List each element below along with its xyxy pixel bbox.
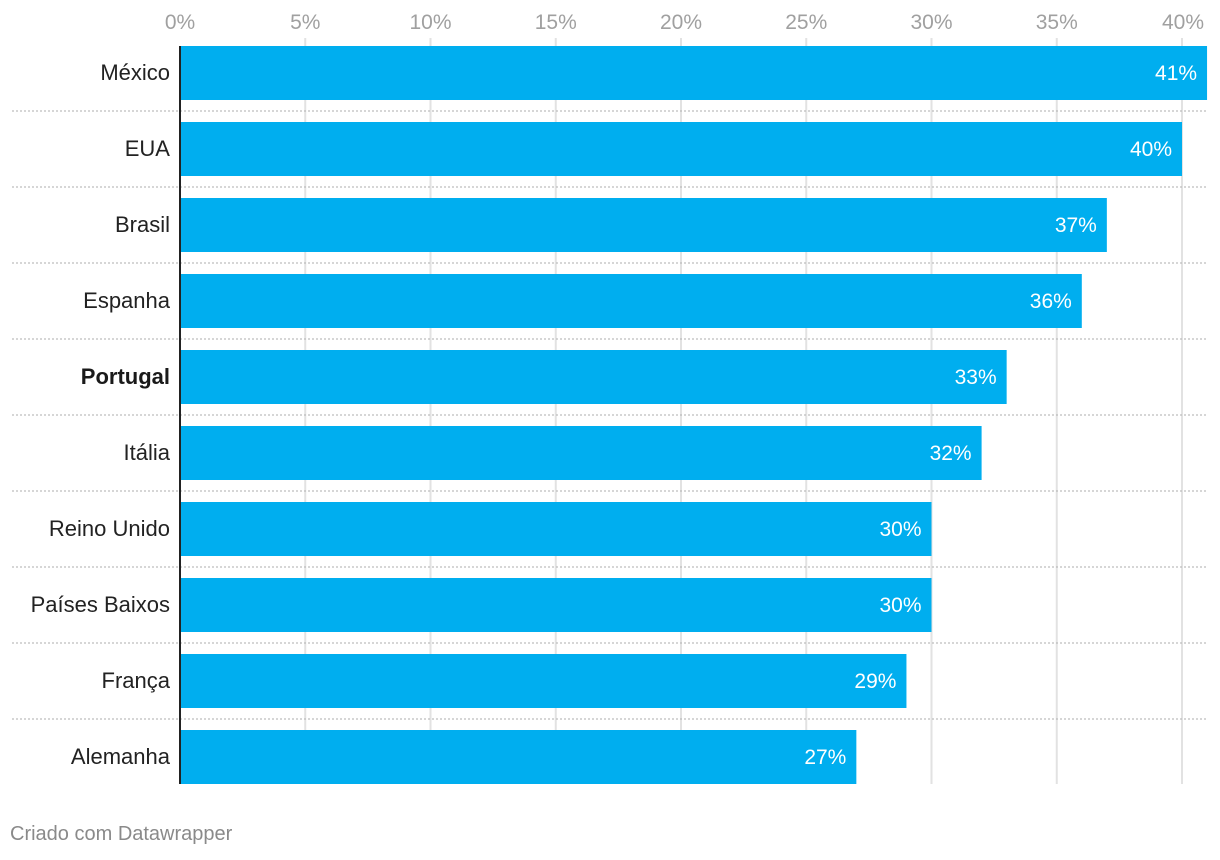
bar	[180, 426, 982, 480]
value-label: 41%	[1155, 62, 1197, 85]
bar	[180, 730, 857, 784]
value-label: 37%	[1055, 214, 1097, 237]
x-tick-label: 30%	[910, 11, 952, 34]
x-tick-label: 35%	[1036, 11, 1078, 34]
bar	[180, 654, 907, 708]
bar	[180, 198, 1107, 252]
x-axis-ticks: 0% 5% 10% 15% 20% 25% 30% 35% 40%	[165, 11, 1204, 34]
category-label: EUA	[125, 136, 171, 161]
value-label: 27%	[804, 746, 846, 769]
value-label: 32%	[930, 442, 972, 465]
category-label: Itália	[124, 440, 171, 465]
bars	[180, 46, 1208, 784]
category-label: Países Baixos	[31, 592, 170, 617]
bar	[180, 46, 1208, 100]
category-label: Alemanha	[71, 744, 171, 769]
category-label: França	[102, 668, 171, 693]
category-label: Espanha	[83, 288, 171, 313]
value-labels: 41% 40% 37% 36% 33% 32% 30% 30% 29% 27%	[804, 62, 1197, 769]
x-tick-label: 10%	[409, 11, 451, 34]
category-label: Portugal	[81, 364, 170, 389]
bar	[180, 502, 932, 556]
x-tick-label: 40%	[1162, 11, 1204, 34]
bar	[180, 274, 1082, 328]
value-label: 40%	[1130, 138, 1172, 161]
value-label: 29%	[854, 670, 896, 693]
category-label: Reino Unido	[49, 516, 170, 541]
row-separators	[12, 110, 1208, 720]
x-tick-label: 0%	[165, 11, 195, 34]
x-tick-label: 20%	[660, 11, 702, 34]
x-tick-label: 5%	[290, 11, 320, 34]
category-label: México	[100, 60, 170, 85]
bar	[180, 578, 932, 632]
x-tick-label: 25%	[785, 11, 827, 34]
bar	[180, 122, 1182, 176]
credit-text: Criado com Datawrapper	[10, 823, 233, 845]
category-labels: México EUA Brasil Espanha Portugal Itália Rein…	[31, 60, 171, 769]
bar	[180, 350, 1007, 404]
category-label: Brasil	[115, 212, 170, 237]
value-label: 36%	[1030, 290, 1072, 313]
value-label: 30%	[879, 518, 921, 541]
value-label: 33%	[955, 366, 997, 389]
value-label: 30%	[879, 594, 921, 617]
x-tick-label: 15%	[535, 11, 577, 34]
